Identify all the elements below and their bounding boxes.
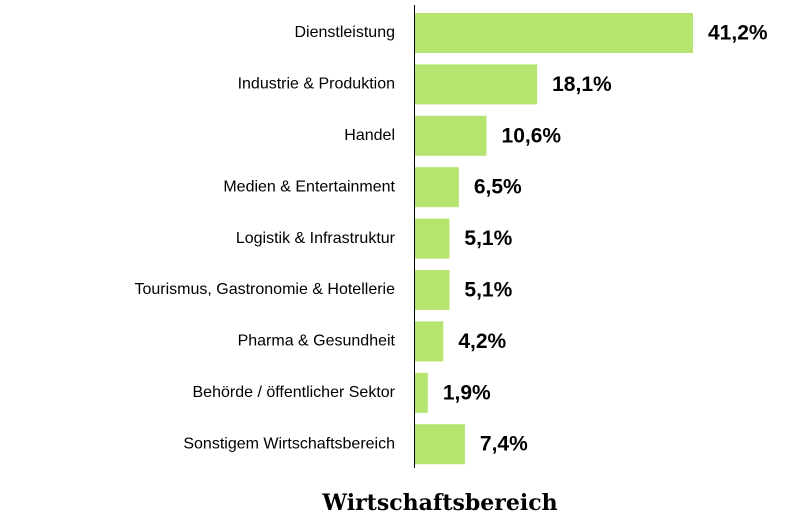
- category-label: Logistik & Infrastruktur: [236, 230, 396, 247]
- category-label: Dienstleistung: [295, 24, 396, 41]
- category-label: Pharma & Gesundheit: [238, 333, 396, 350]
- bar: [415, 13, 693, 53]
- bar: [415, 372, 428, 413]
- value-label: 5,1%: [464, 279, 512, 302]
- bar: [415, 270, 450, 310]
- bar: [415, 218, 450, 259]
- value-label: 4,2%: [458, 330, 506, 353]
- category-label: Behörde / öffentlicher Sektor: [193, 384, 396, 401]
- value-label: 10,6%: [502, 124, 562, 147]
- value-label: 5,1%: [464, 227, 512, 250]
- bar: [415, 115, 487, 156]
- category-label: Tourismus, Gastronomie & Hotellerie: [134, 281, 395, 298]
- bar: [415, 424, 465, 465]
- category-label: Sonstigem Wirtschaftsbereich: [183, 435, 395, 452]
- category-label: Handel: [344, 127, 395, 144]
- category-label: Industrie & Produktion: [238, 76, 395, 93]
- value-label: 41,2%: [708, 22, 768, 45]
- bar: [415, 167, 459, 208]
- value-label: 6,5%: [474, 176, 522, 199]
- value-label: 1,9%: [443, 381, 491, 404]
- value-label: 18,1%: [552, 73, 612, 96]
- value-label: 7,4%: [480, 433, 528, 456]
- bar: [415, 321, 444, 362]
- category-label: Medien & Entertainment: [223, 178, 395, 195]
- bar: [415, 64, 538, 105]
- chart-title: Wirtschaftsbereich: [321, 490, 557, 516]
